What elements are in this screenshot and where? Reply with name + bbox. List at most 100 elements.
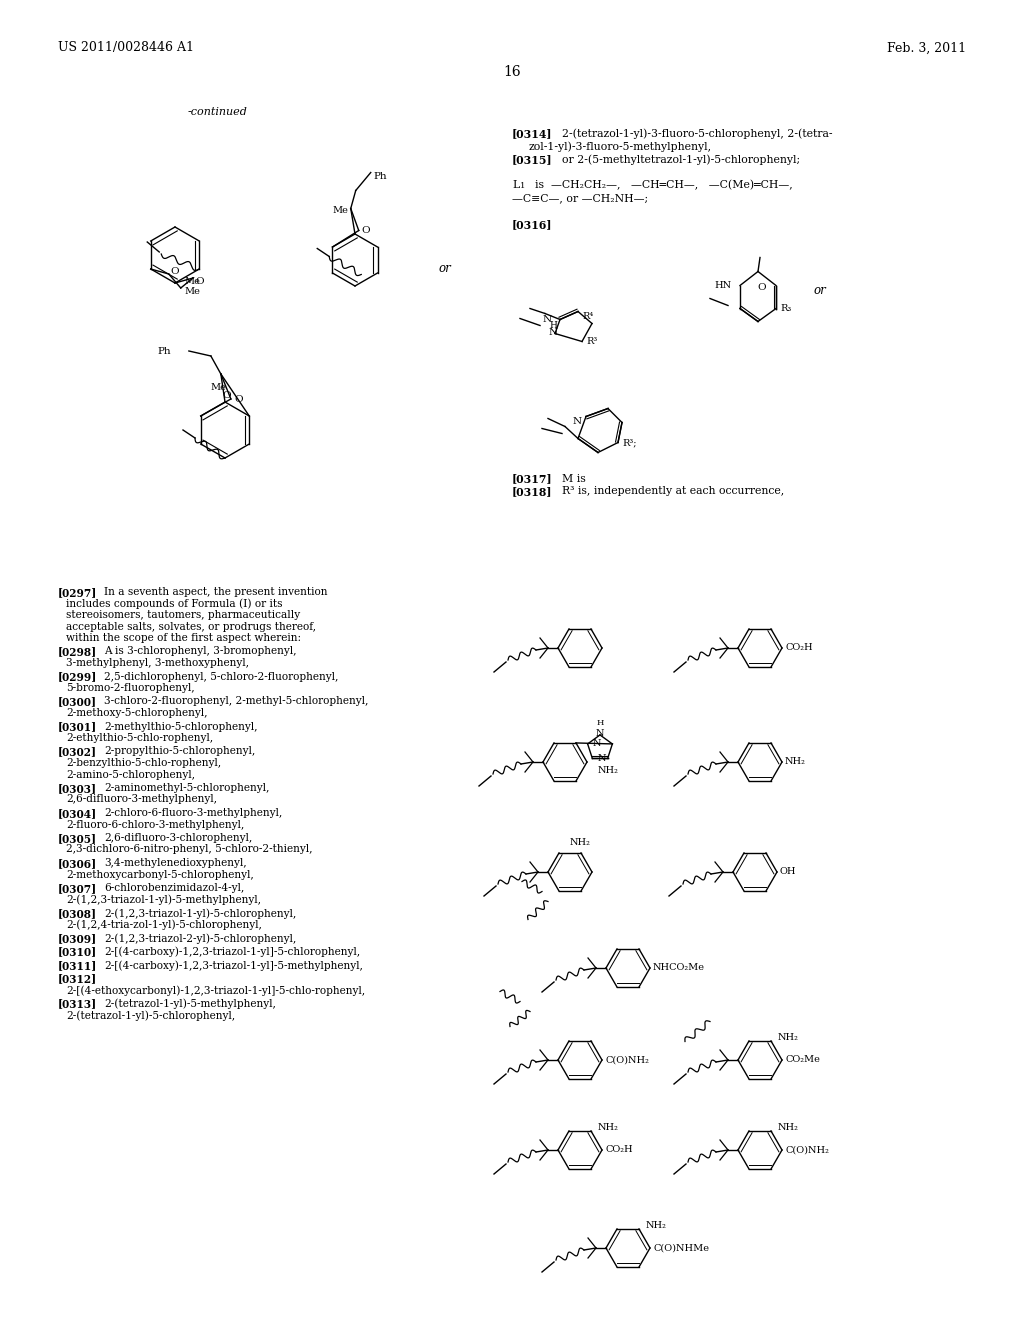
Text: 3,4-methylenedioxyphenyl,: 3,4-methylenedioxyphenyl, <box>104 858 247 869</box>
Text: N: N <box>572 417 582 426</box>
Text: NH₂: NH₂ <box>785 758 806 767</box>
Text: 2,3-dichloro-6-nitro-phenyl, 5-chloro-2-thienyl,: 2,3-dichloro-6-nitro-phenyl, 5-chloro-2-… <box>66 845 312 854</box>
Text: O: O <box>171 267 179 276</box>
Text: CO₂Me: CO₂Me <box>785 1056 820 1064</box>
Text: 2-(1,2,3-triazol-1-yl)-5-methylphenyl,: 2-(1,2,3-triazol-1-yl)-5-methylphenyl, <box>66 895 261 906</box>
Text: HN: HN <box>715 281 732 290</box>
Text: 2-(1,2,3-triazol-1-yl)-5-chlorophenyl,: 2-(1,2,3-triazol-1-yl)-5-chlorophenyl, <box>104 908 296 919</box>
Text: [0298]: [0298] <box>58 647 97 657</box>
Text: C(O)NH₂: C(O)NH₂ <box>605 1056 649 1064</box>
Text: Ph: Ph <box>374 172 387 181</box>
Text: 3-methylphenyl, 3-methoxyphenyl,: 3-methylphenyl, 3-methoxyphenyl, <box>66 657 249 668</box>
Text: R₃: R₃ <box>780 304 792 313</box>
Text: [0307]: [0307] <box>58 883 97 894</box>
Text: Feb. 3, 2011: Feb. 3, 2011 <box>887 41 966 54</box>
Text: R³ is, independently at each occurrence,: R³ is, independently at each occurrence, <box>562 487 784 496</box>
Text: 2-benzylthio-5-chlo-rophenyl,: 2-benzylthio-5-chlo-rophenyl, <box>66 758 221 768</box>
Text: R³: R³ <box>586 337 597 346</box>
Text: [0315]: [0315] <box>512 154 553 165</box>
Text: Me: Me <box>211 384 226 392</box>
Text: 2-[(4-ethoxycarbonyl)-1,2,3-triazol-1-yl]-5-chlo-rophenyl,: 2-[(4-ethoxycarbonyl)-1,2,3-triazol-1-yl… <box>66 985 366 995</box>
Text: 2-methoxy-5-chlorophenyl,: 2-methoxy-5-chlorophenyl, <box>66 708 208 718</box>
Text: Me: Me <box>333 206 348 215</box>
Text: [0318]: [0318] <box>512 487 553 498</box>
Text: 2-(tetrazol-1-yl)-3-fluoro-5-chlorophenyl, 2-(tetra-: 2-(tetrazol-1-yl)-3-fluoro-5-chloropheny… <box>562 128 833 139</box>
Text: N: N <box>543 315 552 323</box>
Text: 2-(1,2,3-triazol-2-yl)-5-chlorophenyl,: 2-(1,2,3-triazol-2-yl)-5-chlorophenyl, <box>104 933 296 944</box>
Text: [0317]: [0317] <box>512 474 553 484</box>
Text: 2-(1,2,4-tria-zol-1-yl)-5-chlorophenyl,: 2-(1,2,4-tria-zol-1-yl)-5-chlorophenyl, <box>66 920 262 931</box>
Text: Ph: Ph <box>158 346 171 355</box>
Text: 2-ethylthio-5-chlo-rophenyl,: 2-ethylthio-5-chlo-rophenyl, <box>66 733 213 743</box>
Text: [0312]: [0312] <box>58 974 97 985</box>
Text: -continued: -continued <box>188 107 248 117</box>
Text: acceptable salts, solvates, or prodrugs thereof,: acceptable salts, solvates, or prodrugs … <box>66 622 316 631</box>
Text: or: or <box>438 261 452 275</box>
Text: [0308]: [0308] <box>58 908 97 919</box>
Text: [0300]: [0300] <box>58 697 97 708</box>
Text: C(O)NH₂: C(O)NH₂ <box>785 1146 828 1155</box>
Text: NH₂: NH₂ <box>777 1034 799 1043</box>
Text: [0311]: [0311] <box>58 960 97 972</box>
Text: 2-chloro-6-fluoro-3-methylphenyl,: 2-chloro-6-fluoro-3-methylphenyl, <box>104 808 283 818</box>
Text: or: or <box>814 284 826 297</box>
Text: 2-propylthio-5-chlorophenyl,: 2-propylthio-5-chlorophenyl, <box>104 747 255 756</box>
Text: [0305]: [0305] <box>58 833 97 843</box>
Text: O: O <box>758 282 766 292</box>
Text: Me: Me <box>184 276 201 285</box>
Text: R⁴: R⁴ <box>582 312 593 321</box>
Text: 2-methoxycarbonyl-5-chlorophenyl,: 2-methoxycarbonyl-5-chlorophenyl, <box>66 870 254 879</box>
Text: 2-aminomethyl-5-chlorophenyl,: 2-aminomethyl-5-chlorophenyl, <box>104 783 269 793</box>
Text: N: N <box>549 327 557 337</box>
Text: [0299]: [0299] <box>58 672 97 682</box>
Text: is  —CH₂CH₂—,   —CH═CH—,   —C(Me)═CH—,: is —CH₂CH₂—, —CH═CH—, —C(Me)═CH—, <box>528 180 793 190</box>
Text: CO₂H: CO₂H <box>785 644 813 652</box>
Text: 16: 16 <box>503 65 521 79</box>
Text: 1: 1 <box>520 182 525 190</box>
Text: zol-1-yl)-3-fluoro-5-methylphenyl,: zol-1-yl)-3-fluoro-5-methylphenyl, <box>529 141 712 152</box>
Text: stereoisomers, tautomers, pharmaceutically: stereoisomers, tautomers, pharmaceutical… <box>66 610 300 620</box>
Text: H: H <box>549 321 557 330</box>
Text: 2,6-difluoro-3-methylphenyl,: 2,6-difluoro-3-methylphenyl, <box>66 795 217 804</box>
Text: [0313]: [0313] <box>58 998 97 1010</box>
Text: 6-chlorobenzimidazol-4-yl,: 6-chlorobenzimidazol-4-yl, <box>104 883 245 894</box>
Text: [0297]: [0297] <box>58 587 97 598</box>
Text: 5-bromo-2-fluorophenyl,: 5-bromo-2-fluorophenyl, <box>66 682 195 693</box>
Text: 2-fluoro-6-chloro-3-methylphenyl,: 2-fluoro-6-chloro-3-methylphenyl, <box>66 820 245 829</box>
Text: [0306]: [0306] <box>58 858 97 869</box>
Text: L: L <box>512 180 519 190</box>
Text: 2-[(4-carboxy)-1,2,3-triazol-1-yl]-5-methylphenyl,: 2-[(4-carboxy)-1,2,3-triazol-1-yl]-5-met… <box>104 960 362 970</box>
Text: CO₂H: CO₂H <box>605 1146 633 1155</box>
Text: NH₂: NH₂ <box>777 1123 799 1133</box>
Text: [0301]: [0301] <box>58 722 97 733</box>
Text: O: O <box>361 226 371 235</box>
Text: NH₂: NH₂ <box>570 838 591 847</box>
Text: within the scope of the first aspect wherein:: within the scope of the first aspect whe… <box>66 634 301 643</box>
Text: [0303]: [0303] <box>58 783 97 795</box>
Text: 2,6-difluoro-3-chlorophenyl,: 2,6-difluoro-3-chlorophenyl, <box>104 833 252 843</box>
Text: NH₂: NH₂ <box>597 767 618 775</box>
Text: O: O <box>233 395 243 404</box>
Text: N: N <box>596 730 604 738</box>
Text: H: H <box>596 719 604 727</box>
Text: [0309]: [0309] <box>58 933 97 944</box>
Text: 2-(tetrazol-1-yl)-5-chlorophenyl,: 2-(tetrazol-1-yl)-5-chlorophenyl, <box>66 1010 236 1020</box>
Text: or 2-(5-methyltetrazol-1-yl)-5-chlorophenyl;: or 2-(5-methyltetrazol-1-yl)-5-chlorophe… <box>562 154 800 165</box>
Text: NH₂: NH₂ <box>646 1221 667 1230</box>
Text: 3-chloro-2-fluorophenyl, 2-methyl-5-chlorophenyl,: 3-chloro-2-fluorophenyl, 2-methyl-5-chlo… <box>104 697 369 706</box>
Text: A is 3-chlorophenyl, 3-bromophenyl,: A is 3-chlorophenyl, 3-bromophenyl, <box>104 647 297 656</box>
Text: NHCO₂Me: NHCO₂Me <box>653 964 705 973</box>
Text: [0302]: [0302] <box>58 747 97 758</box>
Text: C(O)NHMe: C(O)NHMe <box>653 1243 709 1253</box>
Text: R³;: R³; <box>622 438 637 447</box>
Text: includes compounds of Formula (I) or its: includes compounds of Formula (I) or its <box>66 598 283 609</box>
Text: O: O <box>195 276 204 285</box>
Text: [0304]: [0304] <box>58 808 97 818</box>
Text: O: O <box>223 391 231 400</box>
Text: 2-(tetrazol-1-yl)-5-methylphenyl,: 2-(tetrazol-1-yl)-5-methylphenyl, <box>104 998 275 1008</box>
Text: US 2011/0028446 A1: US 2011/0028446 A1 <box>58 41 194 54</box>
Text: 2-amino-5-chlorophenyl,: 2-amino-5-chlorophenyl, <box>66 770 195 780</box>
Text: Me: Me <box>184 288 201 297</box>
Text: 2,5-dichlorophenyl, 5-chloro-2-fluorophenyl,: 2,5-dichlorophenyl, 5-chloro-2-fluorophe… <box>104 672 338 681</box>
Text: 2-[(4-carboxy)-1,2,3-triazol-1-yl]-5-chlorophenyl,: 2-[(4-carboxy)-1,2,3-triazol-1-yl]-5-chl… <box>104 946 360 957</box>
